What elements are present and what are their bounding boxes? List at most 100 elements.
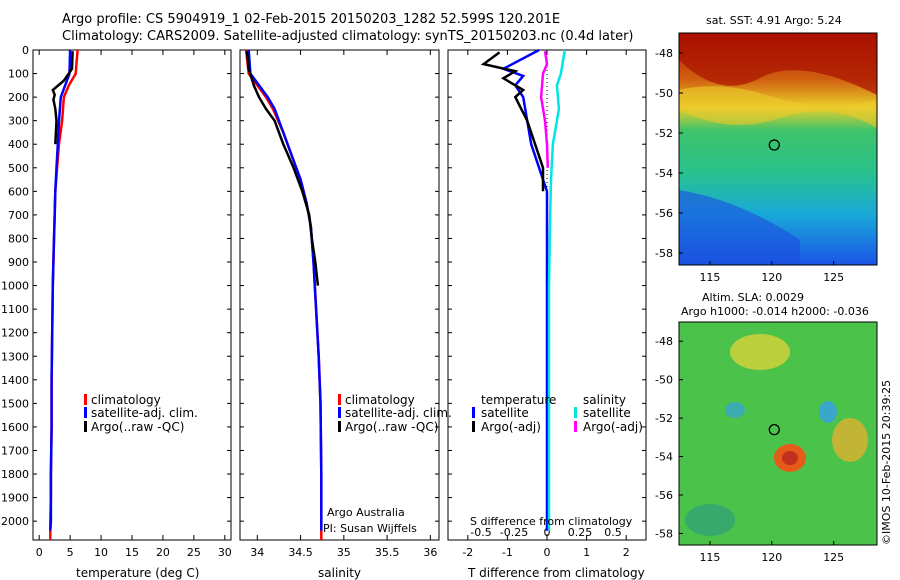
- legend-swatch-climatology: [338, 394, 341, 405]
- legend-label-argo: Argo(..raw -QC): [345, 420, 438, 434]
- y-tick-label: 400: [8, 138, 29, 151]
- temperature-xlabel: temperature (deg C): [76, 566, 199, 580]
- series-satellite-line: [547, 49, 567, 531]
- x-tick-label: 1: [583, 546, 590, 559]
- x-tick-label: 34.5: [288, 546, 313, 559]
- map-x-tick-label: 115: [699, 551, 720, 564]
- temperature-legend: climatology satellite-adj. clim. Argo(..…: [84, 393, 198, 434]
- x-tick-label: 2: [623, 546, 630, 559]
- legend-label-satellite: satellite-adj. clim.: [91, 406, 198, 420]
- title-line-1: Argo profile: CS 5904919_1 02-Feb-2015 2…: [62, 12, 561, 27]
- series-argo-raw-qc--line: [51, 51, 74, 145]
- series-satellite-adj-clim--line: [49, 49, 72, 531]
- legend-swatch-sal-argo: [574, 421, 577, 432]
- legend-label-climatology: climatology: [345, 393, 415, 407]
- sla-anomaly: [782, 451, 798, 465]
- map-y-tick-label: -48: [655, 47, 673, 60]
- sst-cold-region: [679, 190, 800, 265]
- map-x-tick-label: 120: [761, 551, 782, 564]
- y-tick-label: 1500: [1, 397, 29, 410]
- y-tick-label: 100: [8, 68, 29, 81]
- map-y-tick-label: -50: [655, 374, 673, 387]
- sst-argo-marker: [768, 139, 780, 151]
- sla-argo-marker: [768, 424, 780, 436]
- series-climatology-line: [244, 49, 323, 540]
- sst-map-axes: 115 120 125 -48 -50 -52 -54 -56 -58: [655, 47, 844, 284]
- sla-anomaly: [725, 402, 745, 418]
- salinity-annotation-2: PI: Susan Wijffels: [323, 522, 417, 535]
- top-x-tick-label: 0.5: [604, 526, 622, 539]
- sst-map-frame: [678, 32, 878, 266]
- x-tick-label: 20: [156, 546, 170, 559]
- y-tick-label: 900: [8, 256, 29, 269]
- legend-swatch-sal-satellite: [574, 407, 577, 418]
- map-x-tick-label: 125: [823, 551, 844, 564]
- y-tick-label: 600: [8, 185, 29, 198]
- x-tick-label: 15: [125, 546, 139, 559]
- map-y-tick-label: -56: [655, 207, 673, 220]
- legend-label-argo: Argo(..raw -QC): [91, 420, 184, 434]
- sla-map-axes: 115 120 125 -48 -50 -52 -54 -56 -58: [655, 335, 844, 564]
- sst-map: [679, 33, 877, 265]
- y-tick-label: 1700: [1, 444, 29, 457]
- x-tick-label: 35.5: [375, 546, 400, 559]
- legend-swatch-argo: [84, 421, 87, 432]
- y-tick-label: 0: [22, 44, 29, 57]
- temperature-plot: 0 5 10 15 20 25 300100200300400500600700800900…: [1, 44, 232, 559]
- salinity-plot: 34 34.5 35 35.5 36: [240, 49, 439, 559]
- sla-anomaly: [730, 334, 790, 370]
- x-tick-label: 10: [94, 546, 108, 559]
- legend-swatch-satellite: [338, 407, 341, 418]
- x-tick-label: 36: [423, 546, 437, 559]
- sst-front: [679, 86, 877, 128]
- y-tick-label: 300: [8, 115, 29, 128]
- y-tick-label: 500: [8, 162, 29, 175]
- salinity-legend: climatology satellite-adj. clim. Argo(..…: [338, 393, 452, 434]
- credit-text: ©IMOS 10-Feb-2015 20:39:25: [880, 380, 893, 545]
- sla-map-frame: [678, 321, 878, 546]
- difference-legend: temperature salinity satellite Argo(-adj…: [472, 393, 643, 434]
- legend-label-sal-argo: Argo(-adj): [583, 420, 643, 434]
- series-argo-adj--line: [539, 51, 550, 168]
- map-x-tick-label: 115: [699, 271, 720, 284]
- series-argo-adj--line: [480, 51, 545, 192]
- sla-map-title-1: Altim. SLA: 0.0029: [702, 291, 804, 304]
- map-y-tick-label: -56: [655, 489, 673, 502]
- map-y-tick-label: -52: [655, 127, 673, 140]
- x-tick-label: 5: [67, 546, 74, 559]
- salinity-annotation-1: Argo Australia: [327, 506, 405, 519]
- y-tick-label: 1200: [1, 327, 29, 340]
- y-tick-label: 1800: [1, 468, 29, 481]
- y-tick-label: 1100: [1, 303, 29, 316]
- x-tick-label: 0: [36, 546, 43, 559]
- y-tick-label: 700: [8, 209, 29, 222]
- top-x-tick-label: 0: [544, 526, 551, 539]
- x-tick-label: 30: [218, 546, 232, 559]
- sst-warm-front: [679, 33, 877, 95]
- series-argo-raw-qc--line: [245, 51, 320, 286]
- sla-map: [679, 322, 877, 545]
- y-tick-label: 200: [8, 91, 29, 104]
- legend-swatch-satellite: [84, 407, 87, 418]
- x-tick-label: -1: [502, 546, 513, 559]
- difference-xlabel: T difference from climatology: [467, 566, 645, 580]
- series-climatology-line: [49, 49, 79, 540]
- legend-label-temp-satellite: satellite: [481, 406, 529, 420]
- difference-plot: -2 -1 0 1 2 -0.5 -0.25 0 0.25 0.5: [448, 48, 646, 559]
- y-tick-label: 1900: [1, 492, 29, 505]
- legend-header-salinity: salinity: [583, 393, 626, 407]
- y-tick-label: 1600: [1, 421, 29, 434]
- map-y-tick-label: -54: [655, 167, 673, 180]
- map-y-tick-label: -54: [655, 451, 673, 464]
- x-tick-label: 0: [544, 546, 551, 559]
- top-x-tick-label: 0.25: [568, 526, 593, 539]
- sla-anomaly: [819, 401, 837, 423]
- legend-swatch-argo: [338, 421, 341, 432]
- sst-map-title: sat. SST: 4.91 Argo: 5.24: [706, 14, 842, 27]
- y-tick-label: 1400: [1, 374, 29, 387]
- map-y-tick-label: -58: [655, 247, 673, 260]
- map-y-tick-label: -50: [655, 87, 673, 100]
- y-tick-label: 2000: [1, 515, 29, 528]
- salinity-panel-frame: [239, 49, 440, 541]
